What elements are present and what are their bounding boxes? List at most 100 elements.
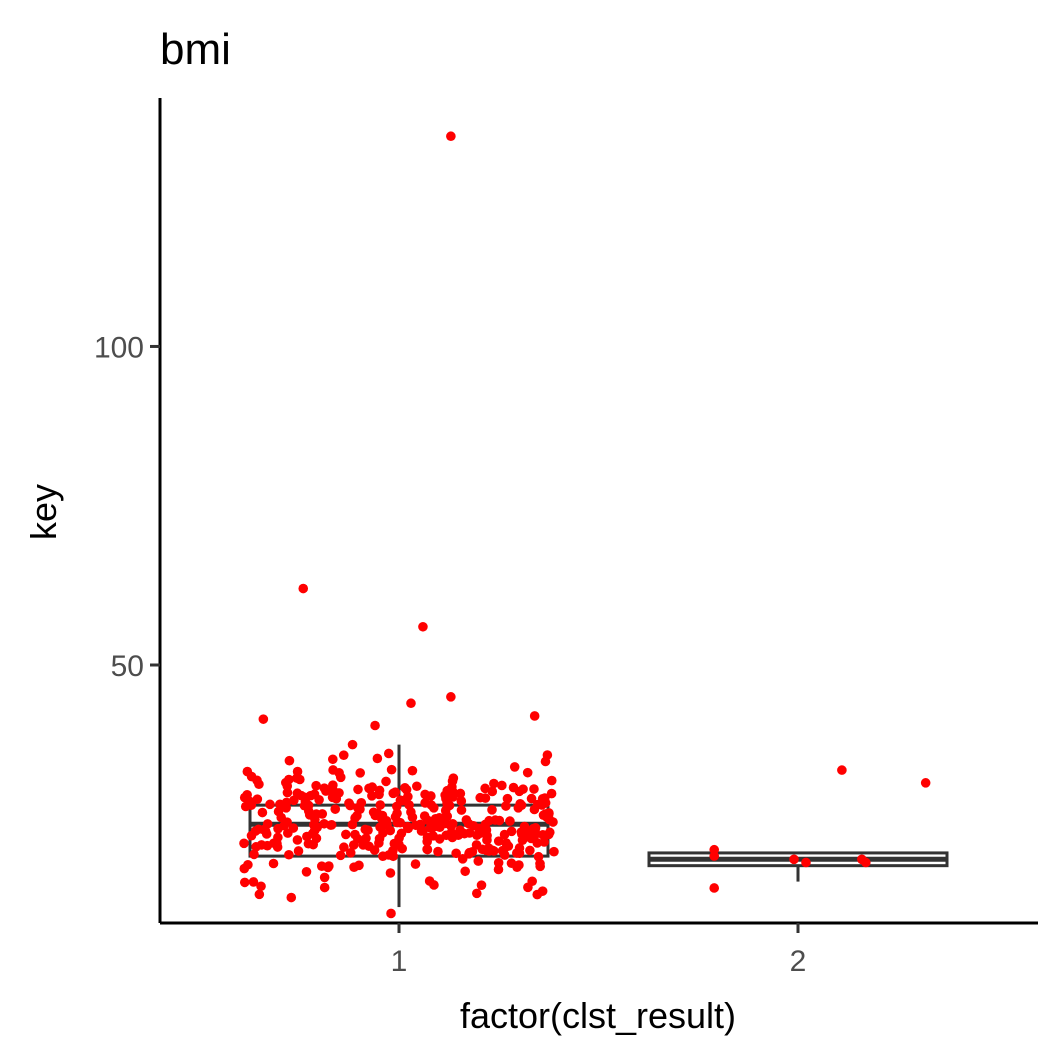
data-point bbox=[410, 859, 421, 869]
data-point bbox=[525, 845, 535, 856]
data-point bbox=[248, 877, 259, 887]
data-point bbox=[328, 754, 338, 765]
data-point bbox=[529, 784, 539, 794]
data-point bbox=[464, 828, 475, 838]
data-point bbox=[518, 784, 528, 794]
data-point bbox=[282, 817, 292, 827]
data-point bbox=[284, 755, 295, 766]
data-point bbox=[311, 809, 322, 819]
data-point bbox=[447, 818, 458, 829]
data-point bbox=[801, 857, 811, 868]
data-point bbox=[477, 844, 488, 855]
data-point bbox=[489, 778, 499, 789]
data-point bbox=[472, 830, 482, 840]
data-point bbox=[473, 856, 484, 866]
data-point bbox=[446, 131, 456, 142]
data-point bbox=[505, 816, 515, 826]
data-point bbox=[457, 854, 468, 864]
data-point bbox=[526, 793, 537, 804]
data-point bbox=[375, 800, 386, 810]
data-point bbox=[517, 835, 528, 846]
data-point bbox=[532, 889, 543, 900]
data-point bbox=[374, 838, 384, 848]
data-point bbox=[548, 817, 558, 827]
data-point bbox=[344, 798, 354, 808]
data-point bbox=[293, 846, 304, 856]
data-point bbox=[464, 847, 475, 858]
data-point bbox=[455, 788, 466, 799]
data-point bbox=[378, 851, 388, 861]
data-point bbox=[252, 794, 263, 804]
data-point bbox=[312, 822, 322, 833]
data-point bbox=[386, 908, 396, 919]
data-point bbox=[381, 776, 391, 787]
data-point bbox=[549, 846, 559, 857]
data-point bbox=[400, 783, 410, 793]
data-point bbox=[324, 861, 334, 871]
data-point bbox=[367, 782, 378, 792]
data-point bbox=[519, 821, 530, 832]
data-point bbox=[242, 766, 253, 777]
data-point bbox=[240, 801, 251, 812]
data-point bbox=[385, 868, 396, 878]
x-tick-label: 2 bbox=[790, 945, 807, 978]
data-point bbox=[383, 748, 394, 759]
data-point bbox=[295, 774, 305, 785]
data-point bbox=[709, 883, 720, 893]
data-point bbox=[501, 801, 511, 811]
data-point bbox=[482, 835, 492, 845]
data-point bbox=[532, 799, 543, 810]
data-point bbox=[508, 782, 519, 793]
data-point bbox=[511, 848, 522, 858]
data-point bbox=[444, 800, 455, 811]
data-point bbox=[303, 800, 314, 811]
y-axis-ticks: 50 100 bbox=[94, 331, 160, 683]
data-point bbox=[837, 765, 847, 775]
data-point bbox=[355, 768, 366, 778]
data-point bbox=[353, 784, 363, 795]
data-point bbox=[260, 826, 271, 837]
data-point bbox=[456, 796, 467, 806]
data-point bbox=[396, 828, 407, 839]
data-point bbox=[258, 714, 269, 724]
data-point bbox=[412, 781, 422, 792]
data-point bbox=[281, 797, 292, 808]
data-point bbox=[487, 805, 497, 815]
data-point bbox=[302, 831, 312, 842]
data-point bbox=[377, 810, 388, 821]
data-point bbox=[284, 774, 294, 785]
data-point bbox=[441, 830, 452, 841]
data-point bbox=[403, 823, 414, 834]
data-point bbox=[327, 792, 338, 803]
data-point bbox=[367, 791, 377, 801]
data-point bbox=[509, 762, 520, 772]
data-point bbox=[419, 811, 430, 821]
data-point bbox=[455, 825, 465, 835]
data-point bbox=[502, 793, 513, 804]
data-point bbox=[407, 812, 418, 823]
data-point bbox=[262, 840, 273, 851]
data-point bbox=[434, 812, 445, 823]
data-point bbox=[341, 829, 351, 840]
data-point bbox=[288, 823, 299, 833]
data-point bbox=[535, 861, 545, 872]
data-point bbox=[388, 788, 399, 799]
x-tick-label: 1 bbox=[391, 945, 408, 978]
data-point bbox=[335, 850, 346, 861]
data-point bbox=[268, 858, 279, 869]
data-point bbox=[540, 756, 551, 767]
data-point bbox=[529, 711, 540, 721]
data-point bbox=[456, 805, 467, 815]
data-point bbox=[460, 866, 470, 877]
data-point bbox=[382, 819, 392, 830]
data-point bbox=[254, 889, 265, 900]
data-point bbox=[546, 775, 557, 786]
data-point bbox=[861, 857, 871, 868]
data-point bbox=[250, 826, 261, 836]
data-point bbox=[429, 880, 439, 890]
data-point bbox=[487, 786, 498, 797]
data-point bbox=[305, 790, 316, 801]
data-point bbox=[364, 841, 374, 852]
data-point bbox=[360, 824, 371, 835]
data-point bbox=[330, 804, 341, 814]
